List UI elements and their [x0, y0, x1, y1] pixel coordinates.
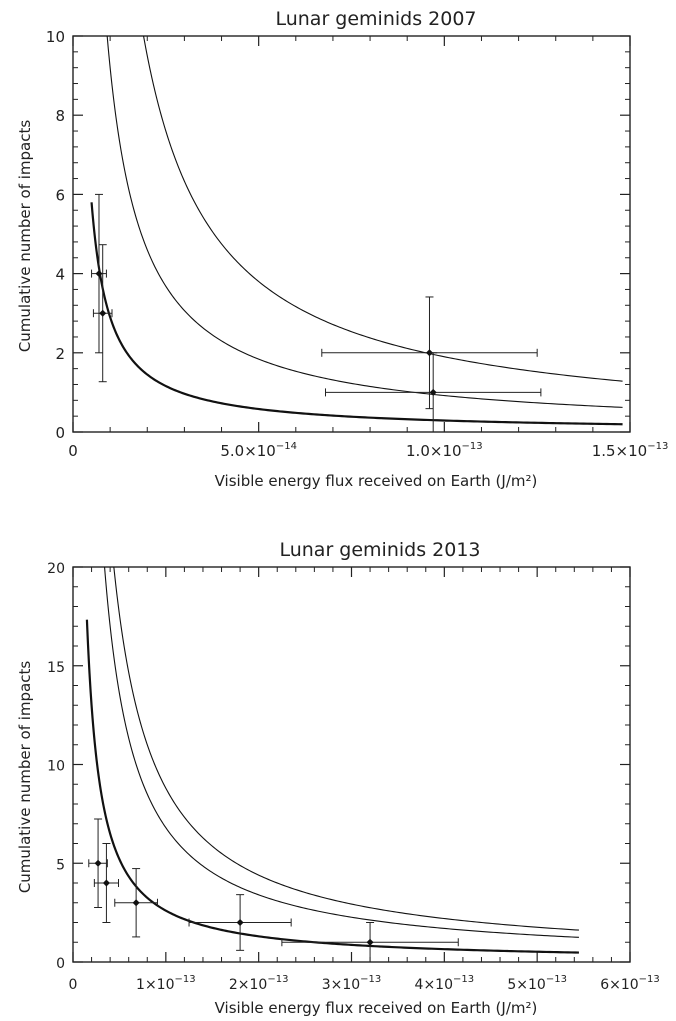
x-tick-label: 1.0×10−13 [406, 441, 483, 460]
plot-frame [72, 35, 631, 433]
fit-curve-3 [113, 567, 579, 931]
x-axis-label: Visible energy flux received on Earth (J… [215, 999, 538, 1017]
x-tick-label: 3×10−13 [322, 974, 382, 993]
y-tick-label: 6 [55, 186, 65, 204]
fit-curve-1 [85, 619, 579, 954]
data-point [95, 270, 103, 278]
y-tick-label: 2 [55, 345, 65, 363]
y-tick-label: 20 [47, 561, 65, 577]
data-point [102, 879, 110, 887]
x-tick-label: 6×10−13 [600, 974, 660, 993]
x-tick-label: 4×10−13 [415, 974, 475, 993]
y-axis-label: Cumulative number of impacts [16, 661, 34, 894]
x-tick-label: 5×10−13 [507, 974, 567, 993]
chart-title: Lunar geminids 2007 [275, 8, 476, 30]
data-point [429, 388, 437, 396]
y-tick-label: 0 [55, 424, 65, 442]
chart-lunar-geminids-2013: Lunar geminids 2013 Visible energy flux … [16, 539, 660, 1017]
fit-curve-1 [90, 202, 623, 426]
y-tick-label: 4 [55, 266, 65, 284]
y-axis-label: Cumulative number of impacts [16, 120, 34, 353]
fit-curve-2 [104, 567, 579, 938]
data-point [99, 309, 107, 317]
x-tick-label: 5.0×10−14 [220, 441, 297, 460]
fit-curve-3 [143, 36, 623, 382]
y-tick-label: 10 [46, 28, 65, 46]
chart-title: Lunar geminids 2013 [279, 539, 480, 561]
data-point [366, 938, 374, 946]
x-tick-label: 1×10−13 [136, 974, 196, 993]
x-tick-label: 0 [68, 442, 78, 460]
fit-curve-2 [106, 36, 623, 408]
y-tick-label: 8 [55, 107, 65, 125]
data-point [94, 859, 102, 867]
y-tick-label: 0 [56, 956, 65, 972]
y-tick-label: 5 [56, 857, 65, 873]
data-point [236, 919, 244, 926]
x-tick-label: 0 [69, 977, 78, 993]
y-tick-label: 15 [47, 660, 65, 676]
x-tick-label: 2×10−13 [229, 974, 289, 993]
chart-lunar-geminids-2007: Lunar geminids 2007 Visible energy flux … [16, 8, 668, 490]
y-tick-label: 10 [47, 759, 65, 775]
data-point [132, 899, 140, 907]
x-axis-label: Visible energy flux received on Earth (J… [215, 472, 538, 490]
x-tick-label: 1.5×10−13 [592, 441, 669, 460]
